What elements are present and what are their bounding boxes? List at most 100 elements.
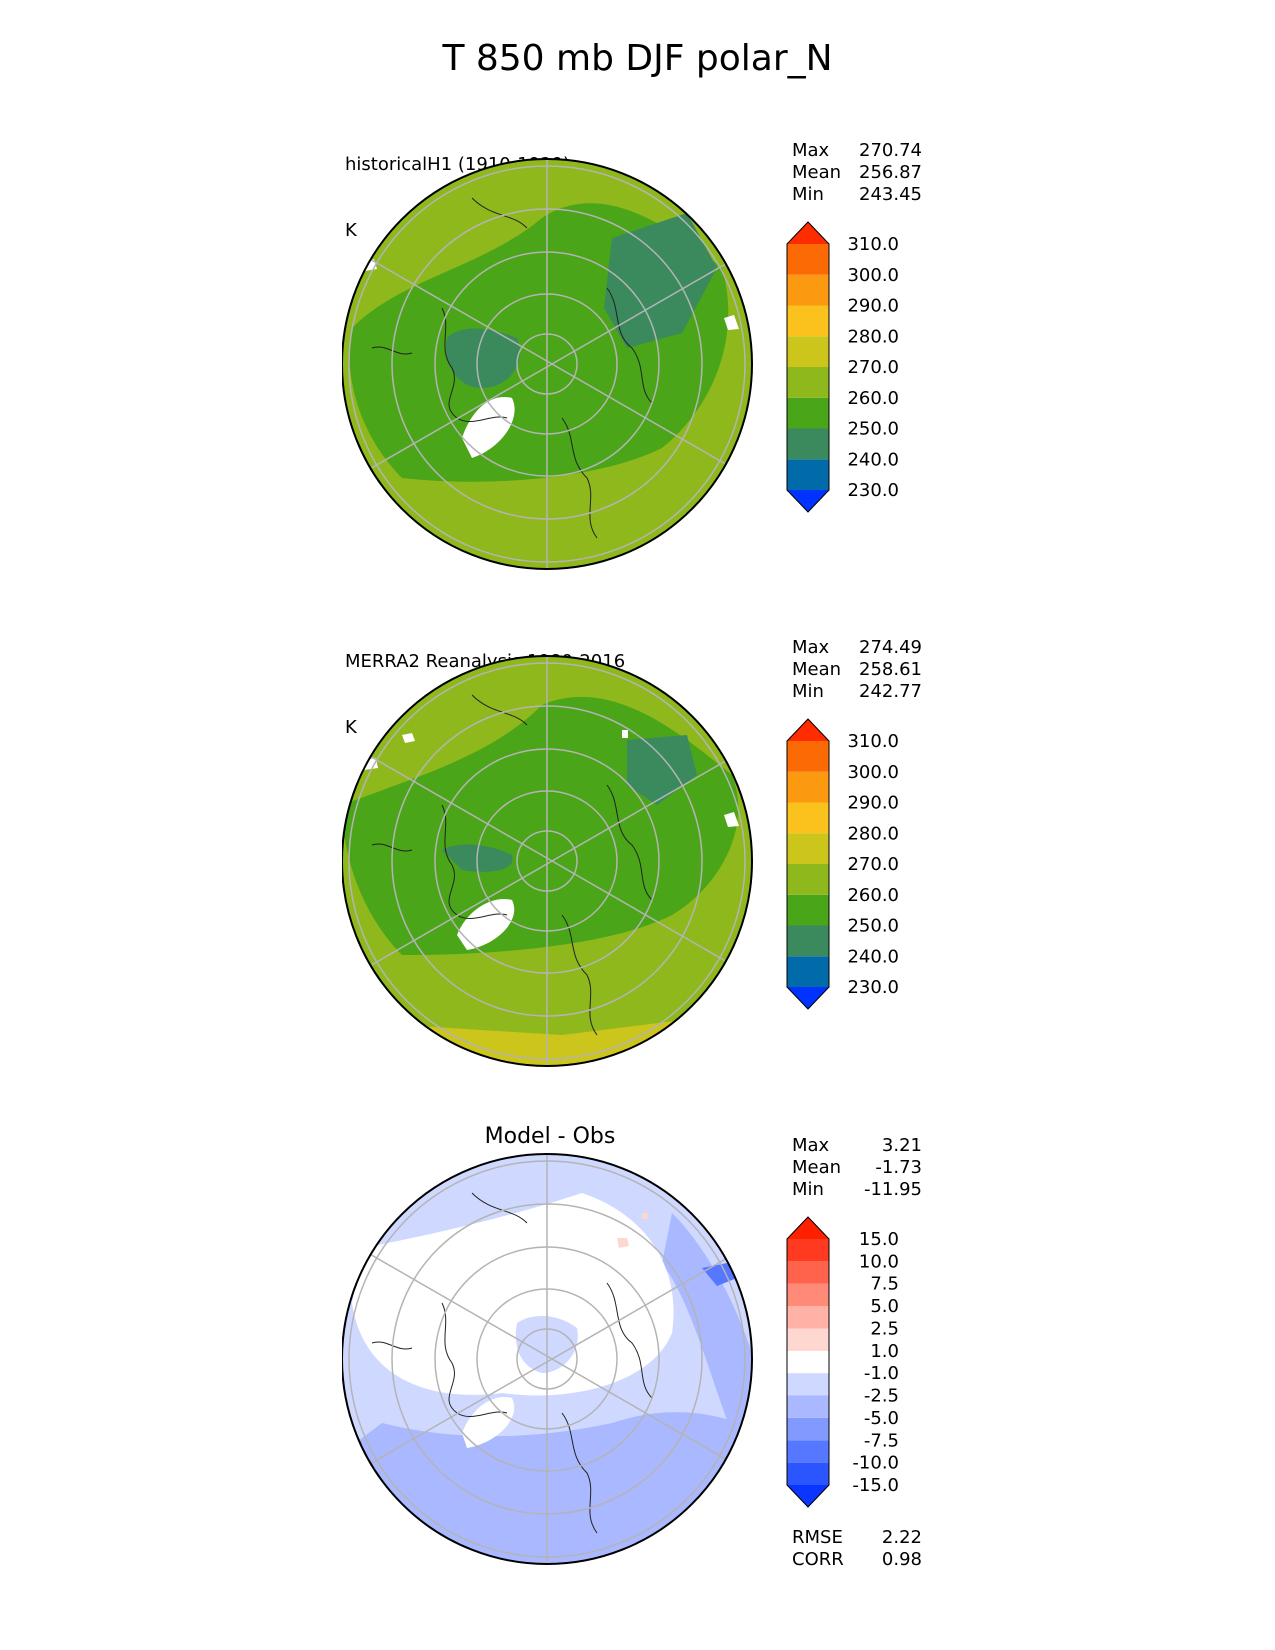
panel-obs-units: K [345,717,357,738]
colorbar-segment [787,490,829,512]
colorbar-segment [787,956,829,987]
colorbar-tick-label: 270.0 [847,854,899,875]
field-250-east [604,213,717,348]
colorbar-outline [786,221,830,513]
colorbar-segment [787,925,829,957]
stat-mean-label: Mean [792,1157,842,1178]
panel-diff-metrics: RMSE 2.22 CORR 0.98 [792,1527,922,1571]
colorbar-tick-label: 310.0 [847,731,899,752]
colorbar-segment [787,894,829,926]
colorbar-segment [787,1462,829,1485]
stat-mean-value: -1.73 [875,1157,922,1178]
colorbar-segment [787,741,829,772]
colorbar-tick-label: -5.0 [864,1408,899,1429]
colorbar-tick-label: 260.0 [847,885,899,906]
colorbar-segment [787,1485,829,1507]
colorbar-tick-label: 250.0 [847,419,899,440]
map-boundary [342,1153,753,1565]
colorbar-tick-label: 7.5 [870,1274,899,1295]
colorbar-tick-label: 300.0 [847,265,899,286]
colorbar-tick-label: -15.0 [852,1475,899,1496]
graticule [342,159,752,569]
coastlines [371,197,653,539]
colorbar-tick-label: 290.0 [847,793,899,814]
stat-max-label: Max [792,1135,830,1156]
colorbar-tick-label: 290.0 [847,296,899,317]
colorbar-tick-label: 250.0 [847,916,899,937]
colorbar-segment [787,397,829,429]
colorbar-segment [787,802,829,834]
rmse-label: RMSE [792,1527,843,1548]
colorbar-segment [787,1328,829,1351]
colorbar-segment [787,864,829,895]
stat-min-value: -11.95 [863,1179,922,1200]
stat-min-label: Min [792,681,824,702]
stat-max-label: Max [792,140,830,161]
colorbar-segment [787,1395,829,1418]
colorbar-segment [787,1306,829,1329]
colorbar-tick-label: 310.0 [847,234,899,255]
stat-max-value: 270.74 [859,140,922,161]
page-title: T 850 mb DJF polar_N [442,38,833,79]
stat-max-label: Max [792,637,830,658]
colorbar-tick-label: 230.0 [847,977,899,998]
field-warm-band [342,159,422,198]
field-near-zero [352,1193,674,1396]
panel-obs-colorbar: 230.0 240.0 250.0 260.0 270.0 280.0 290.0 300.0… [786,718,899,1010]
field-positive-patches [617,1213,648,1248]
corr-value: 0.98 [881,1549,922,1570]
colorbar-tick-label: 10.0 [859,1251,899,1272]
panel-model-map [342,158,753,570]
colorbar-segment [787,1373,829,1396]
colorbar-outline [786,718,830,1010]
colorbar-outline [786,1216,830,1508]
panel-model-stats: Max 270.74 Mean 256.87 Min 243.45 [792,140,922,206]
coastlines [371,1192,653,1534]
colorbar-segment [787,305,829,337]
colorbar-tick-label: 230.0 [847,480,899,501]
colorbar-segment [787,833,829,864]
stat-min-value: 242.77 [859,681,922,702]
stat-min-label: Min [792,184,824,205]
colorbar-segment [787,244,829,275]
colorbar-segment [787,428,829,460]
panel-diff-map [342,1153,753,1565]
rmse-value: 2.22 [881,1527,922,1548]
colorbar-segment [787,1417,829,1441]
colorbar-segment [787,459,829,490]
colorbar-segment [787,1350,829,1374]
map-boundary [342,655,753,1067]
graticule [342,1154,752,1564]
panel-diff-stats: Max 3.21 Mean -1.73 Min -11.95 [792,1135,922,1201]
map-boundary [342,158,753,570]
panel-model-units: K [345,220,357,241]
panel-model-colorbar: 230.0 240.0 250.0 260.0 270.0 280.0 290.0 300.0… [786,221,899,513]
masked-greenland [457,899,515,950]
colorbar-tick-label: 1.0 [870,1341,899,1362]
colorbar-tick-label: -2.5 [864,1386,899,1407]
colorbar-tick-label: -7.5 [864,1430,899,1451]
graticule [342,656,752,1066]
panel-obs-stats: Max 274.49 Mean 258.61 Min 242.77 [792,637,922,703]
stat-mean-value: 256.87 [859,162,922,183]
colorbar-tick-label: 260.0 [847,388,899,409]
stat-mean-value: 258.61 [859,659,922,680]
coastlines [371,694,653,1036]
colorbar-segment [787,1217,829,1239]
colorbar-segment [787,771,829,803]
colorbar-segment [787,1261,829,1284]
stat-min-label: Min [792,1179,824,1200]
stat-max-value: 274.49 [859,637,922,658]
masked-greenland [462,397,515,458]
stat-max-value: 3.21 [881,1135,922,1156]
colorbar-segment [787,1283,829,1307]
colorbar-tick-label: -1.0 [864,1363,899,1384]
colorbar-tick-label: 280.0 [847,326,899,347]
colorbar-segment [787,274,829,306]
colorbar-tick-label: 240.0 [847,946,899,967]
colorbar-segment [787,336,829,367]
colorbar-segment [787,1239,829,1262]
colorbar-tick-label: 240.0 [847,449,899,470]
colorbar-tick-label: 300.0 [847,762,899,783]
colorbar-segment [787,987,829,1009]
